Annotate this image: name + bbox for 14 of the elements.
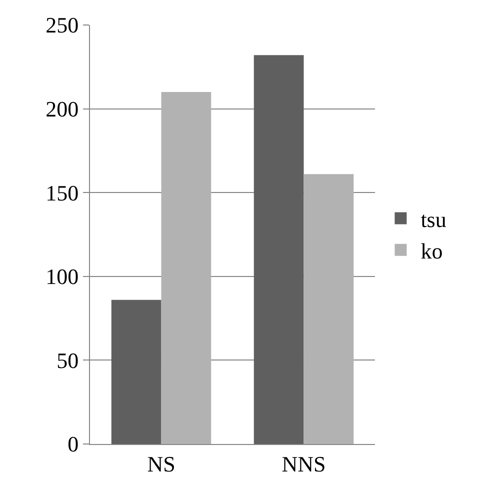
y-tick-label: 150	[46, 180, 79, 206]
bar	[111, 300, 162, 444]
legend-label: tsu	[420, 206, 446, 232]
y-tick-label: 0	[68, 432, 79, 457]
y-tick-label: 50	[56, 348, 79, 373]
bar	[161, 92, 212, 444]
y-tick-label: 100	[46, 264, 79, 290]
bar	[254, 55, 304, 444]
y-tick-label: 200	[46, 96, 79, 122]
bar	[304, 174, 354, 444]
x-tick-label: NNS	[282, 451, 326, 476]
legend-label: ko	[420, 238, 443, 264]
x-tick-label: NS	[147, 451, 176, 476]
y-tick-label: 250	[46, 12, 79, 38]
